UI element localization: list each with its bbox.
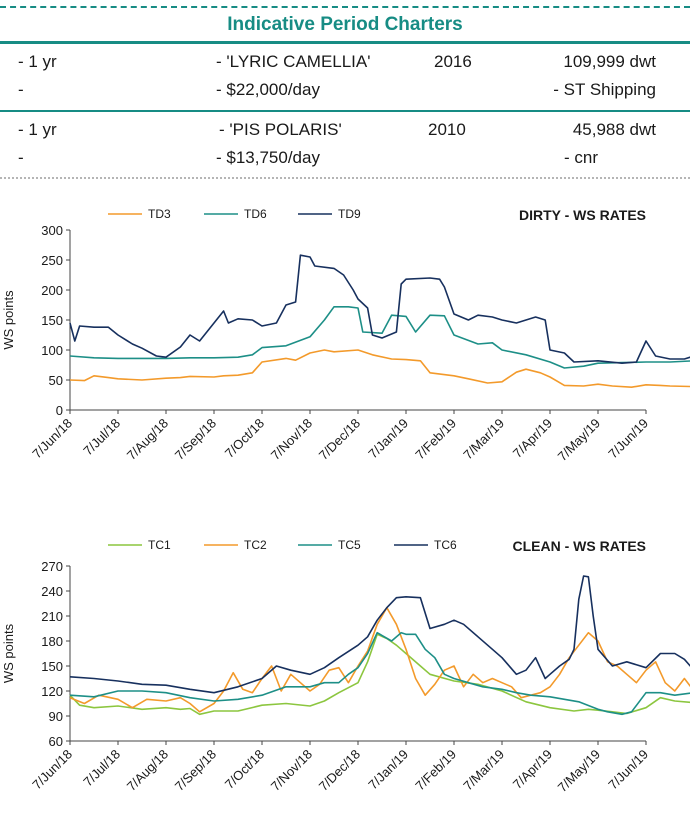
series-line-tc2 — [69, 606, 690, 713]
series-line-tc5 — [69, 631, 690, 716]
charter-1-vessel: - 'LYRIC CAMELLIA' — [216, 52, 371, 71]
charter-1-dwt: 109,999 dwt — [563, 52, 656, 71]
legend-entry-td3: TD3 — [108, 207, 171, 221]
x-tick-label: 7/Jun/18 — [29, 416, 75, 462]
x-tick-label: 7/Sep/18 — [172, 416, 219, 463]
y-tick-label: 270 — [41, 559, 63, 574]
y-tick-label: 180 — [41, 634, 63, 649]
charter-2-dwt: 45,988 dwt — [572, 120, 656, 139]
x-tick-label: 7/Apr/19 — [510, 747, 555, 792]
series-line-td9 — [69, 254, 690, 364]
y-tick-label: 0 — [56, 403, 63, 418]
x-tick-label: 7/Oct/18 — [222, 416, 267, 461]
x-tick-label: 7/Nov/18 — [268, 747, 315, 794]
x-tick-label: 7/May/19 — [555, 416, 603, 464]
legend-label-td6: TD6 — [244, 207, 267, 221]
legend-entry-tc2: TC2 — [204, 538, 267, 552]
top-dashed-rule — [0, 6, 690, 10]
legend-label-tc1: TC1 — [148, 538, 171, 552]
x-tick-label: 7/Jul/18 — [80, 416, 123, 459]
legend-label-tc6: TC6 — [434, 538, 457, 552]
charter-1-charterer: - ST Shipping — [553, 80, 656, 99]
legend-label-tc2: TC2 — [244, 538, 267, 552]
charter-2-rate: - $13,750/day — [216, 148, 320, 167]
legend-label-td3: TD3 — [148, 207, 171, 221]
charter-1-dash: - — [18, 80, 24, 99]
x-tick-label: 7/Jun/18 — [29, 747, 75, 793]
dirty-ws-rates-chart: TD3 TD6 TD9 DIRTY - WS RATES WS points 0 50 100… — [1, 207, 690, 464]
y-tick-label: 300 — [41, 223, 63, 238]
y-tick-label: 240 — [41, 584, 63, 599]
charter-1-period: - 1 yr — [18, 52, 57, 71]
y-tick-label: 100 — [41, 343, 63, 358]
series-line-td3 — [69, 349, 690, 388]
series-line-tc6 — [69, 575, 690, 694]
charter-1-rate: - $22,000/day — [216, 80, 320, 99]
y-tick-label: 210 — [41, 609, 63, 624]
clean-ws-rates-chart: TC1 TC2 TC5 TC6 CLEAN - WS RATES WS points 60 9… — [1, 538, 690, 795]
x-tick-label: 7/Jan/19 — [365, 747, 411, 793]
y-tick-label: 200 — [41, 283, 63, 298]
x-tick-label: 7/Jun/19 — [605, 747, 651, 793]
x-tick-label: 7/Aug/18 — [124, 416, 171, 463]
charter-divider — [0, 110, 690, 112]
legend-entry-tc1: TC1 — [108, 538, 171, 552]
charter-2-dash: - — [18, 148, 24, 167]
y-axis-label: WS points — [1, 623, 16, 683]
x-tick-label: 7/Nov/18 — [268, 416, 315, 463]
page-title: Indicative Period Charters — [227, 14, 463, 35]
x-tick-label: 7/Mar/19 — [460, 747, 507, 794]
y-tick-label: 120 — [41, 684, 63, 699]
x-tick-label: 7/Feb/19 — [412, 416, 459, 463]
charter-2-period: - 1 yr — [18, 120, 57, 139]
y-tick-label: 60 — [49, 734, 63, 749]
y-tick-label: 150 — [41, 313, 63, 328]
title-rule — [0, 41, 690, 44]
x-tick-label: 7/Dec/18 — [316, 416, 363, 463]
x-tick-label: 7/May/19 — [555, 747, 603, 795]
y-tick-label: 250 — [41, 253, 63, 268]
x-tick-label: 7/Dec/18 — [316, 747, 363, 794]
charter-2-built: 2010 — [428, 120, 466, 139]
legend-label-tc5: TC5 — [338, 538, 361, 552]
y-tick-label: 90 — [49, 709, 63, 724]
x-tick-label: 7/Jan/19 — [365, 416, 411, 462]
legend-label-td9: TD9 — [338, 207, 361, 221]
charter-1-built: 2016 — [434, 52, 472, 71]
x-tick-label: 7/Jun/19 — [605, 416, 651, 462]
y-axis-label: WS points — [1, 290, 16, 350]
charter-2-charterer: - cnr — [564, 148, 598, 167]
y-tick-label: 150 — [41, 659, 63, 674]
chart-title: DIRTY - WS RATES — [519, 207, 646, 223]
x-tick-label: 7/Jul/18 — [80, 747, 123, 790]
table-end-rule — [0, 177, 690, 179]
legend-entry-tc6: TC6 — [394, 538, 457, 552]
legend-entry-td6: TD6 — [204, 207, 267, 221]
chart-title: CLEAN - WS RATES — [512, 538, 646, 554]
series-line-td6 — [69, 306, 690, 369]
series-line-tc1 — [69, 633, 690, 716]
x-tick-label: 7/Sep/18 — [172, 747, 219, 794]
y-tick-label: 50 — [49, 373, 63, 388]
charter-2-vessel: - 'PIS POLARIS' — [219, 120, 342, 139]
x-tick-label: 7/Apr/19 — [510, 416, 555, 461]
x-tick-label: 7/Mar/19 — [460, 416, 507, 463]
legend-entry-tc5: TC5 — [298, 538, 361, 552]
x-tick-label: 7/Oct/18 — [222, 747, 267, 792]
legend-entry-td9: TD9 — [298, 207, 361, 221]
x-tick-label: 7/Feb/19 — [412, 747, 459, 794]
x-tick-label: 7/Aug/18 — [124, 747, 171, 794]
